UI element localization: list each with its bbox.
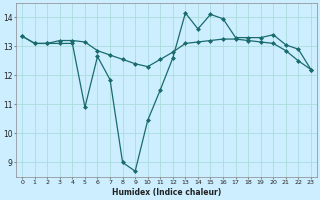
X-axis label: Humidex (Indice chaleur): Humidex (Indice chaleur) (112, 188, 221, 197)
